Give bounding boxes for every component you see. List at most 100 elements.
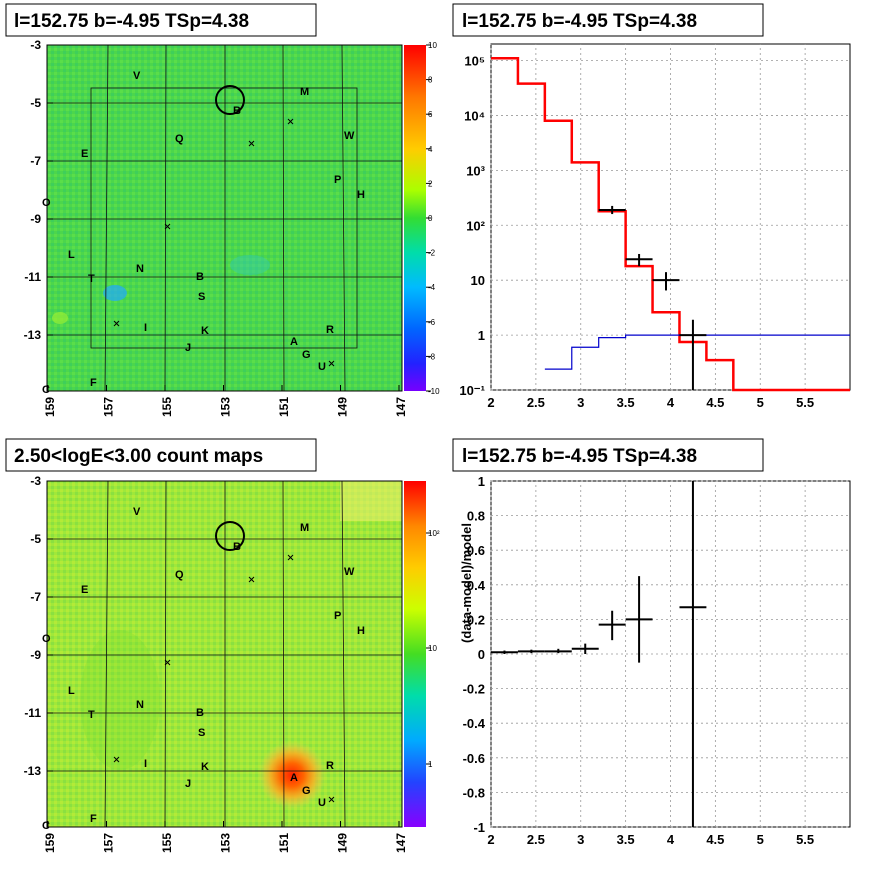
top-right-title: l=152.75 b=-4.95 TSp=4.38 — [462, 11, 697, 32]
bottom-right-title-box: l=152.75 b=-4.95 TSp=4.38 — [452, 438, 764, 472]
spectrum-step-series — [491, 57, 850, 392]
source-label: Q — [175, 133, 184, 145]
spectrum-y-tick-label: 10⁵ — [464, 54, 485, 69]
source-label: F — [90, 377, 97, 389]
residual-y-ticks: -1 -0.8 -0.6 -0.4 -0.2 0 0.2 0.4 0.6 0.8 1 — [463, 474, 486, 835]
map-y-tick-label: -5 — [30, 532, 41, 546]
source-label: B — [196, 707, 204, 719]
source-label: E — [81, 148, 88, 160]
source-label: H — [357, 625, 365, 637]
top-map-light-patch — [52, 312, 68, 324]
source-label: O — [42, 633, 51, 645]
residual-x-tick-label: 4.5 — [706, 832, 724, 847]
residual-frame — [490, 480, 851, 828]
colorbar-tick-label: -4 — [428, 283, 436, 292]
colorbar-tick-label: 8 — [428, 76, 433, 85]
map-x-tick-label: 151 — [277, 833, 291, 853]
top-colorbar: 10 8 6 4 2 0 -2 -4 -6 -8 -10 — [404, 41, 440, 396]
bottom-map-grid — [47, 480, 402, 828]
residual-y-tick-label: -0.4 — [463, 716, 486, 731]
residual-x-tick-label: 3.5 — [617, 832, 635, 847]
source-label: G — [302, 349, 311, 361]
spectrum-y-tick-label: 1 — [478, 328, 485, 343]
colorbar-tick-label: -2 — [428, 249, 436, 258]
map-x-tick-label: 147 — [394, 397, 408, 417]
top-right-title-box: l=152.75 b=-4.95 TSp=4.38 — [452, 3, 764, 37]
colorbar-tick-label: 0 — [428, 214, 433, 223]
source-label: T — [88, 273, 95, 285]
source-label: T — [88, 709, 95, 721]
bottom-map-frame — [46, 480, 403, 828]
spectrum-x-tick-label: 4.5 — [706, 395, 724, 410]
top-map-cyan-patch — [230, 255, 270, 275]
source-label: B — [196, 271, 204, 283]
spectrum-x-tick-label: 5.5 — [796, 395, 814, 410]
source-label: P — [334, 610, 341, 622]
top-left-title: l=152.75 b=-4.95 TSp=4.38 — [14, 11, 249, 32]
residual-data-point — [625, 576, 653, 663]
map-y-tick-label: -13 — [24, 764, 42, 778]
colorbar-tick-label: -10 — [428, 387, 440, 396]
source-label: S — [198, 727, 205, 739]
source-label: U — [318, 361, 326, 373]
spectrum-x-tick-label: 3.5 — [617, 395, 635, 410]
source-label: M — [300, 86, 309, 98]
spectrum-frame — [490, 43, 851, 391]
residual-y-tick-label: -0.8 — [463, 785, 485, 800]
spectrum-data-point — [598, 205, 626, 215]
residual-x-ticks: 2 2.5 3 3.5 4 4.5 5 5.5 — [487, 832, 814, 847]
residual-x-tick-label: 5 — [757, 832, 764, 847]
source-label: M — [300, 522, 309, 534]
source-label: S — [198, 291, 205, 303]
residual-x-tick-label: 5.5 — [796, 832, 814, 847]
residual-data-point — [571, 643, 599, 654]
map-y-tick-label: -9 — [30, 212, 41, 226]
residual-x-tick-label: 3 — [577, 832, 584, 847]
source-label: Q — [175, 569, 184, 581]
spectrum-y-tick-label: 10² — [466, 218, 485, 233]
spectrum-y-tick-label: 10³ — [466, 163, 485, 178]
map-y-tick-label: -9 — [30, 648, 41, 662]
residual-data-point — [598, 610, 626, 641]
spectrum-step-series — [544, 334, 850, 370]
source-label: R — [326, 324, 334, 336]
bottom-right-title: l=152.75 b=-4.95 TSp=4.38 — [462, 446, 697, 467]
source-label: A — [290, 772, 298, 784]
residual-y-tick-label: 0.2 — [467, 612, 485, 627]
map-x-tick-label: 155 — [160, 833, 174, 853]
map-y-tick-label: -11 — [24, 270, 41, 284]
colorbar-tick-label: 10 — [428, 644, 437, 653]
top-map-frame — [46, 44, 403, 392]
source-label: E — [81, 584, 88, 596]
bottom-map-y-ticks: -3 -5 -7 -9 -11 -13 — [24, 474, 53, 778]
colorbar-tick-label: 1 — [428, 760, 433, 769]
source-label: P — [334, 174, 341, 186]
source-label: N — [136, 699, 144, 711]
spectrum-x-tick-label: 5 — [757, 395, 764, 410]
residual-x-tick-label: 2 — [487, 832, 494, 847]
residual-plot: -1 -0.8 -0.6 -0.4 -0.2 0 0.2 0.4 0.6 0.8 1 2 2.5 3 3.… — [459, 474, 851, 847]
source-label: U — [318, 797, 326, 809]
source-label: N — [136, 263, 144, 275]
residual-y-tick-label: 0.8 — [467, 509, 485, 524]
spectrum-data-point — [625, 253, 653, 267]
top-colorbar-ticks: 10 8 6 4 2 0 -2 -4 -6 -8 -10 — [426, 41, 440, 396]
top-map-crosses — [113, 118, 335, 367]
spectrum-x-tick-label: 4 — [667, 395, 675, 410]
residual-y-tick-label: -0.2 — [463, 682, 485, 697]
source-label: K — [201, 325, 209, 337]
map-x-tick-label: 149 — [336, 833, 350, 853]
map-y-tick-label: -7 — [30, 154, 41, 168]
bottom-left-title: 2.50<logE<3.00 count maps — [14, 446, 263, 467]
spectrum-y-tick-label: 10⁻¹ — [459, 383, 485, 398]
bottom-left-title-box: 2.50<logE<3.00 count maps — [5, 438, 317, 472]
map-x-tick-label: 151 — [277, 397, 291, 417]
residual-y-tick-label: 0.4 — [467, 578, 486, 593]
residual-x-tick-label: 4 — [667, 832, 675, 847]
map-x-tick-label: 149 — [336, 397, 350, 417]
map-y-tick-label: -7 — [30, 590, 41, 604]
source-label: R — [326, 760, 334, 772]
